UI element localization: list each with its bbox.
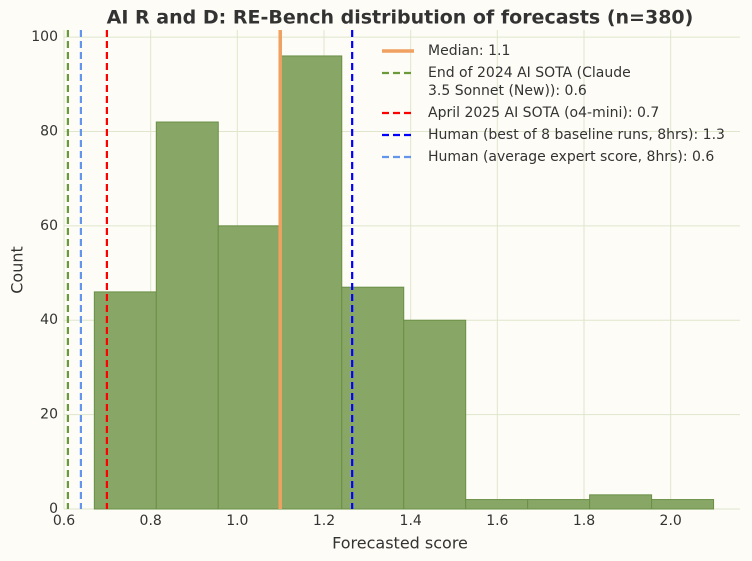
y-tick-label: 100 xyxy=(31,29,58,45)
legend-label: Human (average expert score, 8hrs): 0.6 xyxy=(428,149,715,165)
bar xyxy=(465,499,529,510)
legend: Median: 1.1 End of 2024 AI SOTA (Claude 3… xyxy=(380,42,725,170)
legend-label: End of 2024 AI SOTA (Claude 3.5 Sonnet (… xyxy=(428,65,631,99)
legend-swatch xyxy=(382,49,414,53)
bar xyxy=(403,319,467,510)
legend-entry: Human (best of 8 baseline runs, 8hrs): 1… xyxy=(380,126,725,144)
legend-label: April 2025 AI SOTA (o4-mini): 0.7 xyxy=(428,105,660,121)
bar xyxy=(589,494,653,510)
y-tick-label: 0 xyxy=(49,501,58,517)
x-tick-label: 2.0 xyxy=(660,513,682,529)
y-tick-label: 20 xyxy=(40,407,58,423)
bar xyxy=(279,55,343,510)
legend-entry: End of 2024 AI SOTA (Claude 3.5 Sonnet (… xyxy=(380,64,725,100)
x-tick-label: 1.4 xyxy=(400,513,422,529)
y-tick-label: 60 xyxy=(40,218,58,234)
legend-swatch xyxy=(382,111,414,115)
y-tick-label: 40 xyxy=(40,312,58,328)
legend-swatch xyxy=(382,155,414,159)
legend-entry: Human (average expert score, 8hrs): 0.6 xyxy=(380,148,725,166)
x-tick-label: 0.6 xyxy=(53,513,75,529)
legend-swatch xyxy=(382,71,414,75)
legend-swatch xyxy=(382,133,414,137)
bar xyxy=(217,225,281,510)
x-tick-label: 1.6 xyxy=(486,513,508,529)
legend-label: Median: 1.1 xyxy=(428,43,511,59)
bar xyxy=(341,286,405,510)
chart-title: AI R and D: RE-Bench distribution of for… xyxy=(107,7,694,29)
x-tick-label: 0.8 xyxy=(140,513,162,529)
y-tick-label: 80 xyxy=(40,123,58,139)
legend-entry: April 2025 AI SOTA (o4-mini): 0.7 xyxy=(380,104,725,122)
legend-label: Human (best of 8 baseline runs, 8hrs): 1… xyxy=(428,127,725,143)
x-tick-label: 1.0 xyxy=(226,513,248,529)
bar xyxy=(93,291,157,510)
bar xyxy=(155,121,219,510)
x-tick-label: 1.2 xyxy=(313,513,335,529)
x-tick-label: 1.8 xyxy=(573,513,595,529)
legend-entry: Median: 1.1 xyxy=(380,42,725,60)
y-axis-label: Count xyxy=(8,246,27,294)
bar xyxy=(527,499,591,510)
bar xyxy=(651,499,715,510)
x-axis-label: Forecasted score xyxy=(332,534,468,553)
